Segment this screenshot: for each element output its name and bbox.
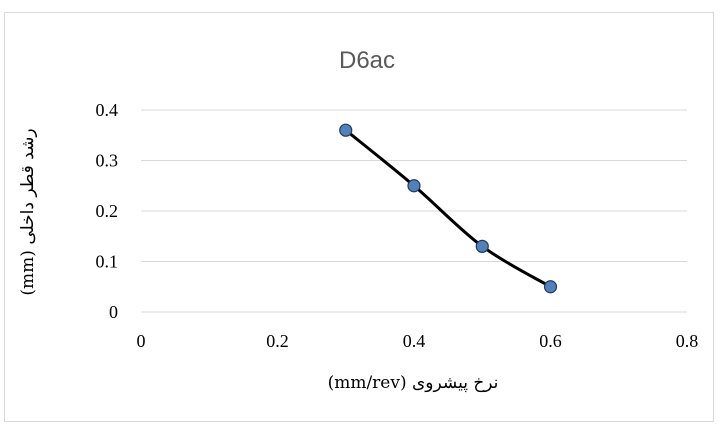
- x-tick-label: 0: [137, 331, 146, 351]
- data-point: [407, 179, 421, 193]
- data-series: [339, 123, 558, 294]
- x-axis-label: نرخ پیشروی (mm/rev): [328, 373, 499, 393]
- x-tick-label: 0.2: [266, 331, 289, 351]
- x-tick-label: 0.4: [403, 331, 426, 351]
- data-point: [475, 239, 489, 253]
- data-point: [339, 123, 353, 137]
- y-tick-label: 0.1: [96, 252, 119, 272]
- x-tick-label: 0.6: [539, 331, 562, 351]
- series-line: [344, 129, 552, 289]
- y-tick-label: 0.3: [96, 151, 119, 171]
- x-tick-labels: 0 0.2 0.4 0.6 0.8: [137, 331, 699, 351]
- data-point: [543, 280, 558, 294]
- x-tick-label: 0.8: [676, 331, 699, 351]
- chart-frame: [4, 12, 714, 422]
- grid-lines: [141, 109, 687, 313]
- y-tick-label: 0.4: [96, 100, 119, 120]
- y-tick-labels: 0 0.1 0.2 0.3 0.4: [96, 100, 119, 322]
- chart-title: D6ac: [339, 47, 395, 74]
- y-tick-label: 0.2: [96, 201, 119, 221]
- y-tick-label: 0: [109, 302, 118, 322]
- y-axis-label: رشد قطر داخلی (mm): [18, 128, 38, 295]
